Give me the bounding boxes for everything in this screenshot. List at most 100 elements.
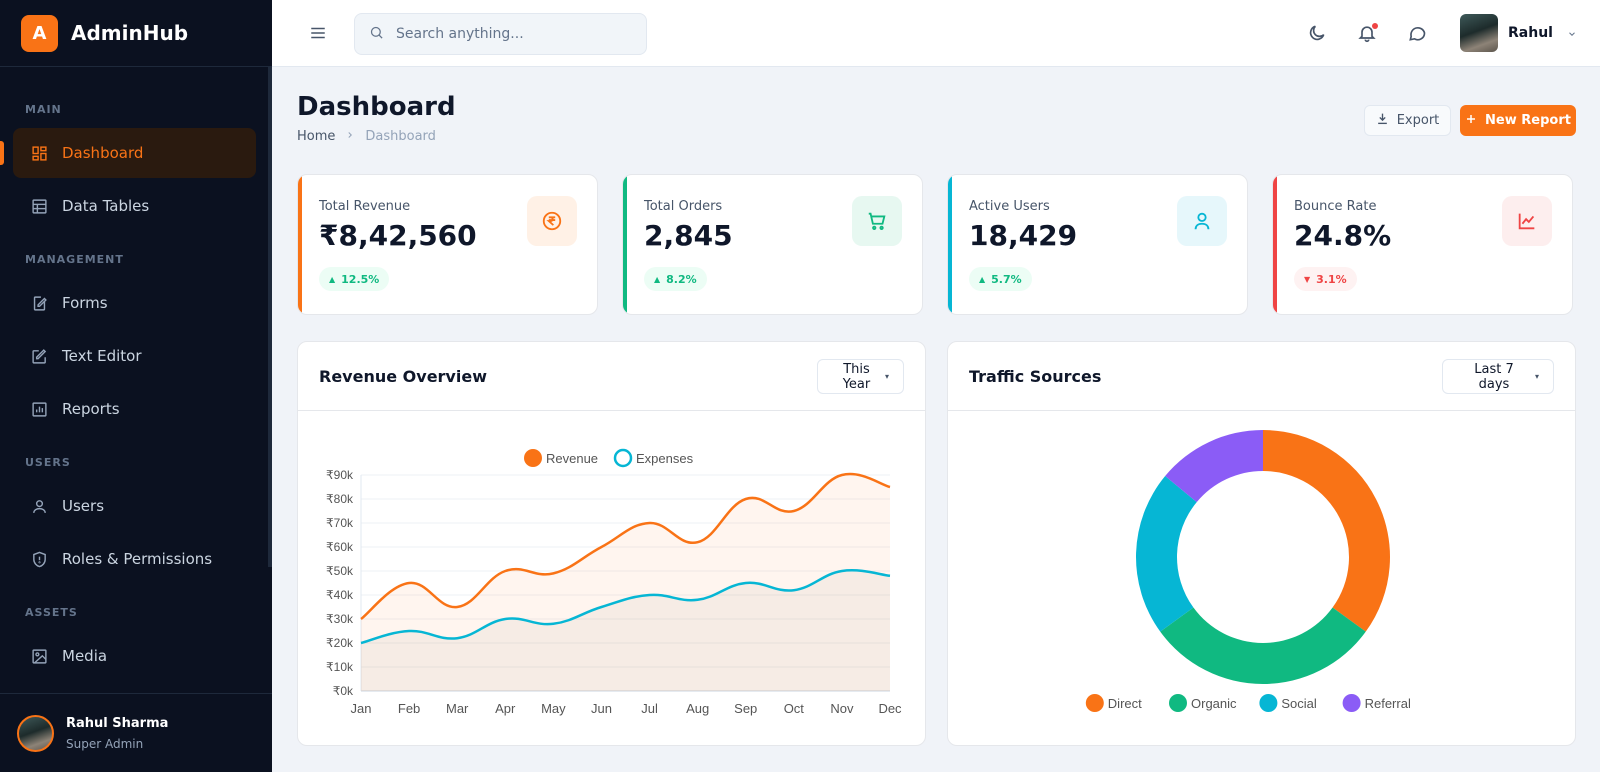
stat-card-total-revenue[interactable]: Total Revenue ₹8,42,560 ▲ 12.5%: [297, 174, 598, 315]
panel-title: Traffic Sources: [969, 367, 1102, 386]
series-line-expenses: [360, 569, 891, 645]
top-header: Rahul: [272, 0, 1600, 67]
export-button[interactable]: Export: [1364, 105, 1451, 136]
rupee-icon: [527, 196, 577, 246]
avatar: [17, 714, 54, 752]
breadcrumb-current: Dashboard: [365, 129, 436, 144]
triangle-down-icon: ▼: [1304, 274, 1311, 284]
sidebar-item-label: Text Editor: [62, 347, 142, 365]
traffic-donut-chart: Direct Organic Social Referral: [1085, 430, 1411, 712]
trend-icon: [1502, 196, 1552, 246]
search-icon: [369, 25, 384, 44]
image-icon: [30, 647, 48, 665]
legend-swatch: [1169, 694, 1187, 712]
donut-slice-organic: [1160, 607, 1366, 684]
stat-label: Total Revenue: [319, 199, 411, 214]
menu-icon[interactable]: [309, 24, 327, 46]
page-title: Dashboard: [297, 92, 456, 122]
x-tick-label: Jun: [591, 701, 612, 716]
stat-label: Active Users: [969, 199, 1050, 214]
sidebar-item-media[interactable]: Media: [13, 631, 256, 681]
sidebar-user[interactable]: Rahul Sharma Super Admin: [0, 693, 272, 772]
breadcrumb-home[interactable]: Home: [297, 129, 336, 144]
shield-icon: [30, 550, 48, 568]
avatar: [1460, 14, 1498, 52]
x-tick-label: Sep: [734, 701, 757, 716]
series-line-revenue: [360, 472, 891, 621]
sidebar-item-label: Data Tables: [62, 197, 150, 215]
legend-swatch: [1342, 694, 1361, 712]
card-accent: [1273, 175, 1277, 314]
triangle-up-icon: ▲: [654, 274, 661, 284]
legend-swatch: [1085, 694, 1104, 712]
donut-slice-direct: [1263, 430, 1390, 632]
sidebar-item-text-editor[interactable]: Text Editor: [13, 331, 256, 381]
revenue-range-select[interactable]: This Year ▾: [817, 359, 904, 394]
chevron-right-icon: [345, 129, 355, 144]
y-tick-label: ₹50k: [326, 564, 354, 578]
section-label-users: USERS: [25, 456, 71, 469]
legend-label: Social: [1281, 696, 1317, 711]
y-tick-label: ₹0k: [333, 684, 354, 698]
series-area-expenses: [361, 570, 890, 691]
stat-label: Bounce Rate: [1294, 199, 1377, 214]
header-user-name: Rahul: [1508, 25, 1553, 41]
brand-name: AdminHub: [71, 21, 189, 45]
sidebar-item-forms[interactable]: Forms: [13, 278, 256, 328]
sidebar-scrollbar[interactable]: [268, 67, 272, 567]
brand[interactable]: A AdminHub: [0, 0, 272, 67]
x-tick-label: Aug: [686, 701, 709, 716]
sidebar-item-users[interactable]: Users: [13, 481, 256, 531]
moon-icon[interactable]: [1307, 23, 1329, 45]
report-icon: [30, 400, 48, 418]
panel-header: Traffic Sources Last 7 days ▾: [948, 342, 1575, 411]
stat-change: 3.1%: [1316, 272, 1347, 286]
sidebar-item-dashboard[interactable]: Dashboard: [13, 128, 256, 178]
stat-card-bounce-rate[interactable]: Bounce Rate 24.8% ▼ 3.1%: [1272, 174, 1573, 315]
search-input[interactable]: [396, 26, 626, 42]
form-icon: [30, 294, 48, 312]
traffic-sources-panel: Traffic Sources Last 7 days ▾ Direct Orga…: [947, 341, 1576, 746]
legend-label: Expenses: [636, 451, 694, 466]
sidebar-item-data-tables[interactable]: Data Tables: [13, 181, 256, 231]
donut-slice-social: [1136, 476, 1197, 632]
sidebar-user-role: Super Admin: [66, 736, 144, 751]
panel-header: Revenue Overview This Year ▾: [298, 342, 925, 411]
chevron-down-icon: [1567, 24, 1577, 43]
chat-icon[interactable]: [1407, 23, 1429, 45]
x-tick-label: Jul: [641, 701, 658, 716]
sidebar-item-label: Users: [62, 497, 105, 515]
sidebar-item-label: Reports: [62, 400, 120, 418]
x-tick-label: Dec: [878, 701, 902, 716]
stat-label: Total Orders: [644, 199, 723, 214]
section-label-main: MAIN: [25, 103, 62, 116]
y-tick-label: ₹80k: [326, 492, 354, 506]
select-value: This Year: [842, 361, 871, 392]
x-tick-label: Oct: [784, 701, 805, 716]
legend-label: Revenue: [546, 451, 598, 466]
sidebar-item-roles-permissions[interactable]: Roles & Permissions: [13, 534, 256, 584]
brand-logo: A: [21, 14, 58, 52]
y-tick-label: ₹40k: [326, 588, 354, 602]
legend-swatch: [613, 448, 633, 468]
notification-dot: [1372, 23, 1378, 29]
header-user-menu[interactable]: Rahul: [1460, 14, 1577, 52]
stat-change: 5.7%: [991, 272, 1022, 286]
bell-icon[interactable]: [1357, 23, 1379, 45]
table-icon: [30, 197, 48, 215]
sidebar-item-label: Dashboard: [62, 144, 144, 162]
x-tick-label: Jan: [351, 701, 372, 716]
y-tick-label: ₹70k: [326, 516, 354, 530]
stat-card-total-orders[interactable]: Total Orders 2,845 ▲ 8.2%: [622, 174, 923, 315]
stat-value: 24.8%: [1294, 219, 1392, 252]
sidebar-item-label: Media: [62, 647, 108, 665]
stat-value: 2,845: [644, 219, 733, 252]
x-tick-label: Feb: [398, 701, 420, 716]
sidebar-item-label: Forms: [62, 294, 108, 312]
new-report-button[interactable]: New Report: [1460, 105, 1576, 136]
stat-card-active-users[interactable]: Active Users 18,429 ▲ 5.7%: [947, 174, 1248, 315]
user-icon: [1177, 196, 1227, 246]
traffic-range-select[interactable]: Last 7 days ▾: [1442, 359, 1554, 394]
sidebar-item-reports[interactable]: Reports: [13, 384, 256, 434]
select-value: Last 7 days: [1474, 361, 1514, 392]
